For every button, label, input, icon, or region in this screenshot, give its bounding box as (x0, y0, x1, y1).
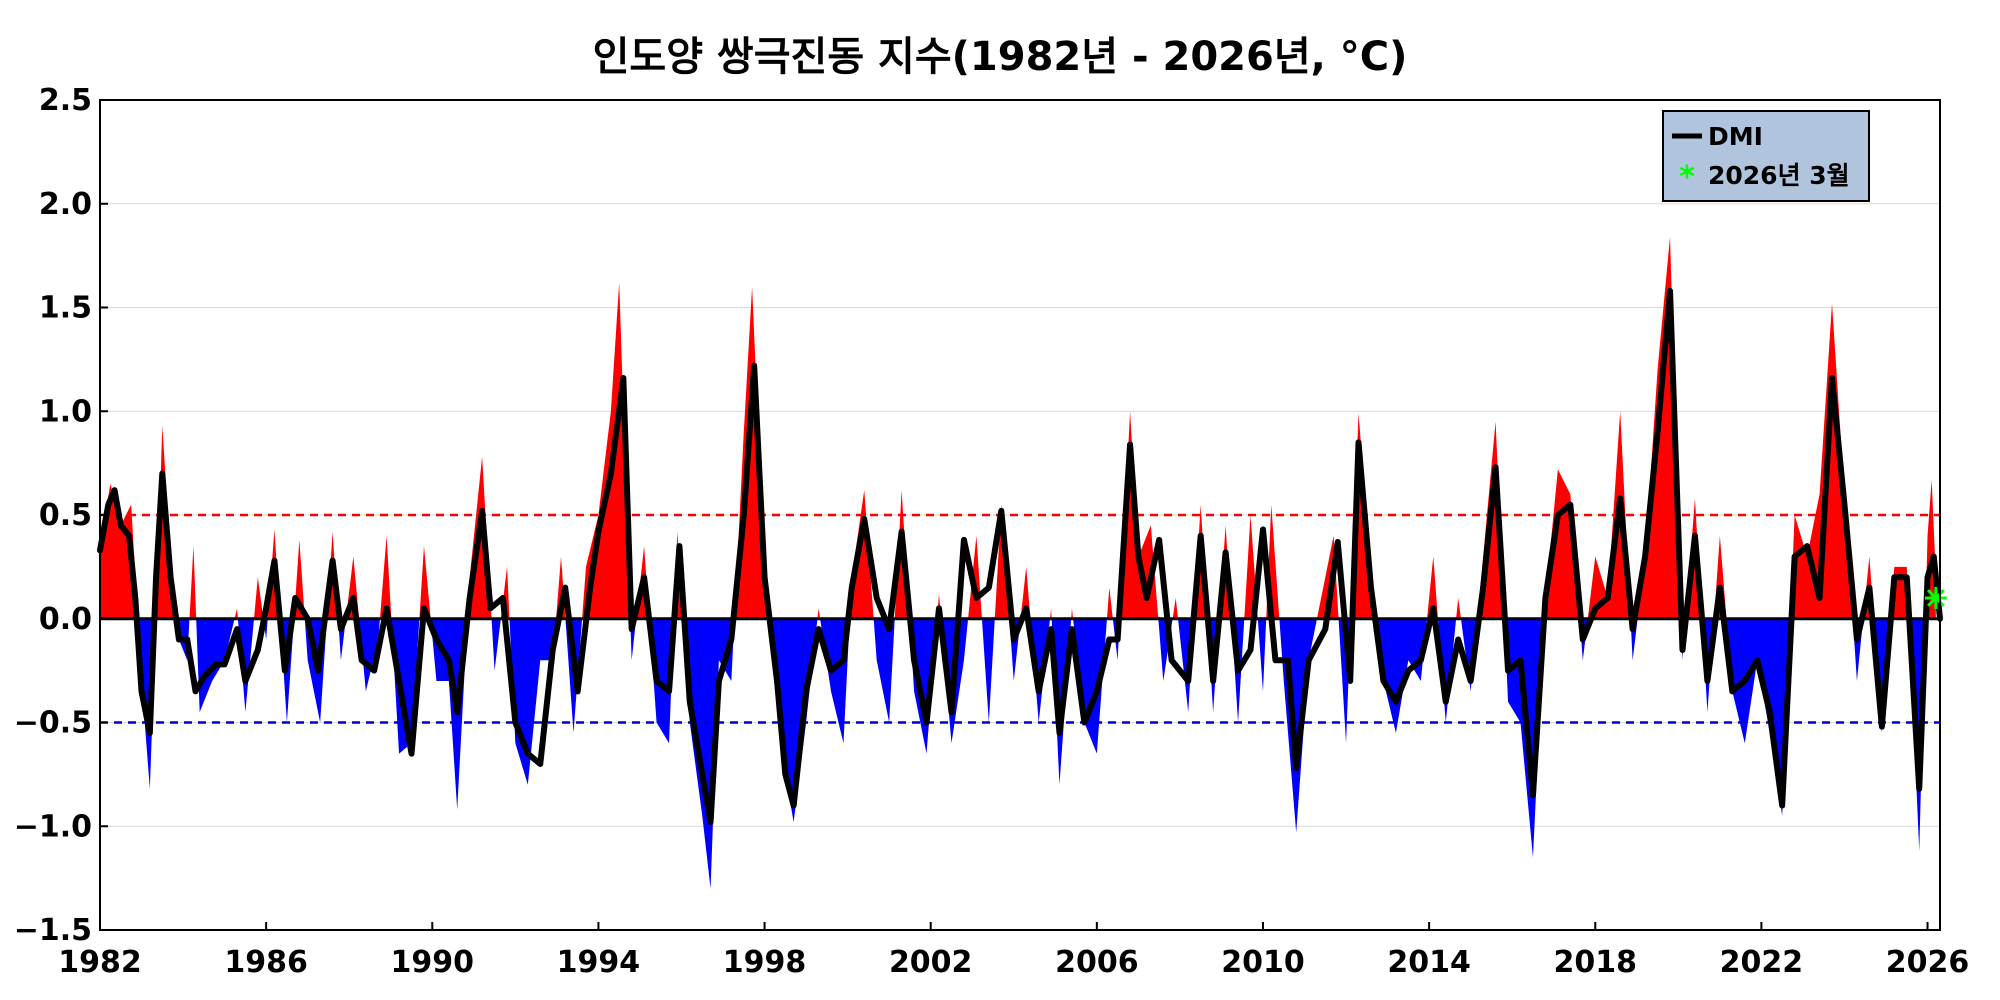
y-tick-label: 0.0 (39, 602, 92, 637)
y-tick-label: 1.0 (39, 394, 92, 429)
x-tick-label: 1986 (224, 945, 308, 980)
x-tick-label: 1990 (391, 945, 475, 980)
x-tick-label: 2022 (1720, 945, 1804, 980)
y-tick-label: −1.0 (14, 809, 92, 844)
legend: DMI * 2026년 3월 (1662, 110, 1870, 202)
highlight-point-2026-03 (1924, 587, 1947, 609)
y-tick-label: 2.0 (39, 187, 92, 222)
x-tick-label: 2010 (1221, 945, 1305, 980)
legend-dmi-label: DMI (1708, 122, 1763, 151)
y-tick-label: 0.5 (39, 498, 92, 533)
legend-highlight-label: 2026년 3월 (1708, 161, 1850, 190)
x-tick-label: 2006 (1055, 945, 1139, 980)
dmi-line (97, 287, 1943, 826)
highlight-star-ray (1927, 589, 1945, 607)
chart-title: 인도양 쌍극진동 지수(1982년 - 2026년, °C) (592, 34, 1408, 80)
monthly-fill-area (100, 236, 1936, 889)
x-tick-label: 1982 (58, 945, 142, 980)
highlight-marker (1924, 587, 1947, 609)
y-tick-label: 2.5 (39, 83, 92, 118)
x-tick-label: 2014 (1387, 945, 1471, 980)
x-tick-label: 2018 (1554, 945, 1638, 980)
y-axis-ticks: 2.5 2.0 1.5 1.0 0.5 0.0 −0.5 −1.0 −1.5 (14, 83, 108, 948)
legend-highlight-swatch: * (1679, 160, 1695, 195)
series-line-dmi (97, 287, 1943, 826)
y-tick-label: 1.5 (39, 291, 92, 326)
x-tick-label: 2002 (889, 945, 973, 980)
y-tick-label: −1.5 (14, 913, 92, 948)
y-tick-label: −0.5 (14, 706, 92, 741)
x-tick-label: 1994 (557, 945, 641, 980)
x-tick-label: 1998 (723, 945, 807, 980)
x-axis-ticks: 1982 1986 1990 1994 1998 2002 2006 2010 2014 2018… (58, 922, 1969, 980)
x-tick-label: 2026 (1886, 945, 1970, 980)
legend-box (1662, 110, 1870, 202)
